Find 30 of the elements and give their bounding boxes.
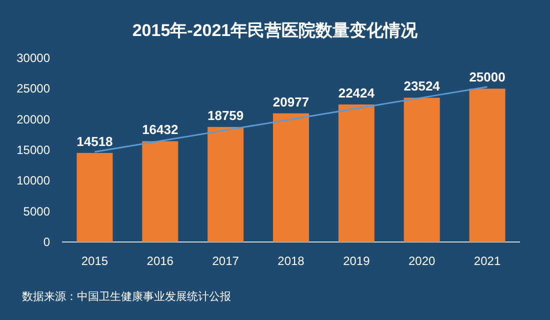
data-label: 23524 — [404, 78, 441, 94]
chart-title: 2015年-2021年民营医院数量变化情况 — [132, 21, 419, 40]
x-tick-label: 2018 — [278, 254, 305, 268]
data-label: 16432 — [142, 122, 178, 138]
bar — [404, 98, 440, 242]
bar — [338, 104, 374, 242]
source-note: 数据来源：中国卫生健康事业发展统计公报 — [22, 290, 231, 303]
data-label: 25000 — [469, 70, 506, 85]
y-tick-label: 25000 — [16, 82, 50, 96]
bar — [273, 113, 309, 242]
x-tick-label: 2021 — [474, 254, 501, 268]
x-tick-label: 2016 — [146, 254, 174, 268]
x-tick-label: 2015 — [81, 254, 108, 268]
x-tick-label: 2017 — [212, 254, 240, 268]
data-label: 14518 — [76, 134, 113, 149]
bar — [142, 141, 178, 242]
bar — [469, 88, 506, 242]
x-tick-label: 2020 — [408, 254, 436, 268]
x-tick-label: 2019 — [343, 254, 370, 268]
y-tick-label: 10000 — [16, 174, 50, 188]
data-label: 20977 — [272, 94, 310, 110]
y-tick-label: 0 — [43, 235, 50, 249]
bar — [208, 126, 244, 242]
y-tick-label: 15000 — [16, 143, 50, 157]
y-tick-label: 30000 — [16, 51, 50, 65]
y-tick-label: 20000 — [16, 112, 50, 126]
data-label: 18759 — [207, 108, 244, 123]
y-tick-label: 5000 — [23, 204, 50, 218]
bar — [76, 152, 113, 242]
data-label: 22424 — [338, 85, 376, 100]
